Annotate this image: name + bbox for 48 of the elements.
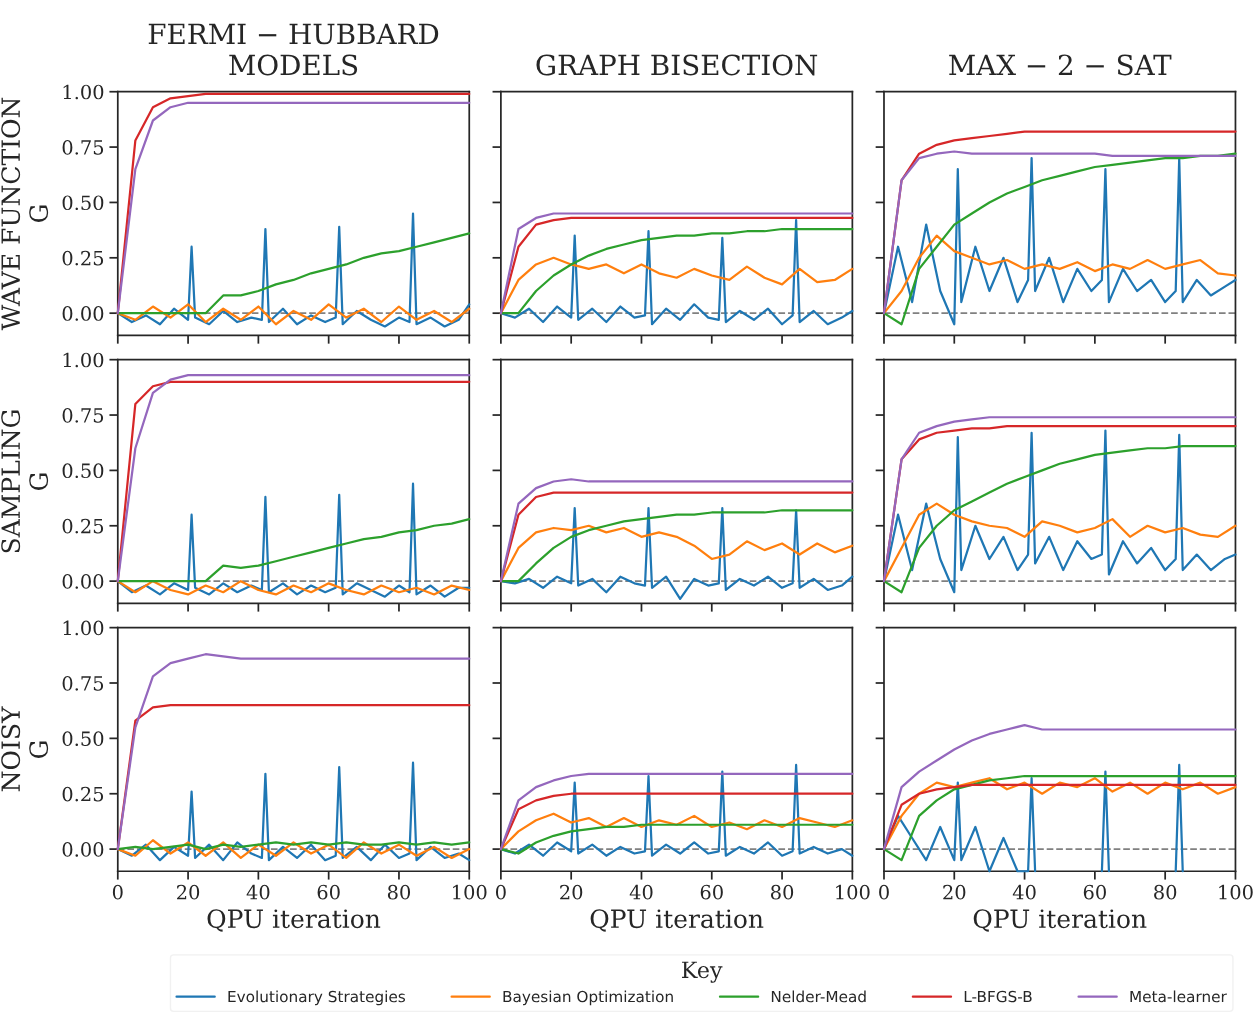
y-tick-label: 0.75 xyxy=(62,675,104,691)
legend-label: Nelder-Mead xyxy=(771,990,866,1003)
legend-label: Meta-learner xyxy=(1130,990,1227,1003)
x-tick-label: 40 xyxy=(629,884,653,900)
legend-label: Bayesian Optimization xyxy=(503,990,673,1006)
x-tick-label: 0 xyxy=(879,884,889,900)
legend-title: Key xyxy=(682,961,723,983)
y-axis-title: SAMPLING G xyxy=(1,410,49,553)
y-tick-label: 0.50 xyxy=(62,195,104,211)
y-tick-label: 0.25 xyxy=(62,786,104,802)
y-tick-label: 0.00 xyxy=(62,842,104,857)
legend-label: Evolutionary Strategies xyxy=(228,990,406,1006)
legend-label: L-BFGS-B xyxy=(964,990,1032,1003)
x-tick-label: 80 xyxy=(770,884,794,900)
x-axis-title: QPU iteration xyxy=(590,909,764,932)
y-tick-label: 1.00 xyxy=(63,84,104,100)
x-tick-label: 20 xyxy=(943,884,966,900)
y-tick-label: 0.25 xyxy=(62,518,104,534)
x-tick-label: 80 xyxy=(1154,884,1177,900)
y-tick-label: 0.75 xyxy=(62,140,104,155)
x-tick-label: 40 xyxy=(1012,884,1036,900)
y-tick-label: 0.25 xyxy=(62,250,104,266)
y-tick-label: 1.00 xyxy=(63,352,104,368)
y-tick-label: 0.00 xyxy=(62,306,104,321)
x-tick-label: 60 xyxy=(700,884,723,900)
x-tick-label: 100 xyxy=(453,884,487,900)
chart-title: GRAPH BISECTION xyxy=(536,54,818,76)
y-tick-label: 0.00 xyxy=(62,574,104,589)
x-tick-label: 60 xyxy=(1083,884,1106,900)
y-tick-label: 0.75 xyxy=(62,408,104,423)
chart-title: FERMI − HUBBARD MODELS xyxy=(148,23,439,76)
x-tick-label: 100 xyxy=(1219,884,1253,900)
x-tick-label: 60 xyxy=(317,884,340,900)
x-tick-label: 40 xyxy=(246,884,270,900)
x-axis-title: QPU iteration xyxy=(207,909,381,932)
y-tick-label: 0.50 xyxy=(62,463,104,479)
y-tick-label: 1.00 xyxy=(63,620,104,636)
x-tick-label: 80 xyxy=(387,884,411,900)
y-tick-label: 0.50 xyxy=(62,731,104,747)
x-tick-label: 20 xyxy=(560,884,583,900)
x-tick-label: 20 xyxy=(177,884,200,900)
chart-title: MAX − 2 − SAT xyxy=(949,54,1172,76)
x-tick-label: 100 xyxy=(836,884,870,900)
y-axis-title: NOISY G xyxy=(1,706,49,792)
x-axis-title: QPU iteration xyxy=(973,909,1147,932)
x-tick-label: 0 xyxy=(495,884,506,900)
y-axis-title: WAVE FUNCTION G xyxy=(1,97,49,331)
x-tick-label: 0 xyxy=(112,884,123,900)
